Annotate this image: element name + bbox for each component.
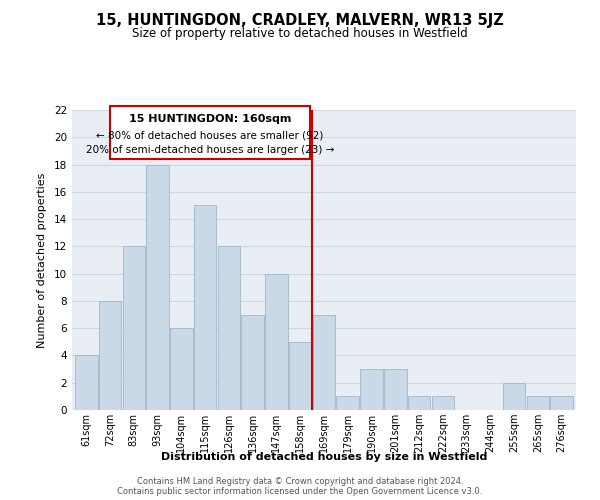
Bar bbox=[337, 396, 359, 410]
Text: 20% of semi-detached houses are larger (23) →: 20% of semi-detached houses are larger (… bbox=[86, 144, 334, 154]
Bar bbox=[360, 369, 383, 410]
Text: Size of property relative to detached houses in Westfield: Size of property relative to detached ho… bbox=[132, 28, 468, 40]
Bar bbox=[313, 314, 335, 410]
Text: Contains HM Land Registry data © Crown copyright and database right 2024.: Contains HM Land Registry data © Crown c… bbox=[137, 476, 463, 486]
Bar bbox=[384, 369, 407, 410]
Bar bbox=[289, 342, 311, 410]
Text: Contains public sector information licensed under the Open Government Licence v3: Contains public sector information licen… bbox=[118, 486, 482, 496]
Bar bbox=[550, 396, 573, 410]
Bar bbox=[194, 206, 217, 410]
Y-axis label: Number of detached properties: Number of detached properties bbox=[37, 172, 47, 348]
Text: Distribution of detached houses by size in Westfield: Distribution of detached houses by size … bbox=[161, 452, 487, 462]
Bar bbox=[218, 246, 240, 410]
Bar bbox=[408, 396, 430, 410]
Bar bbox=[99, 301, 121, 410]
Bar bbox=[122, 246, 145, 410]
Bar bbox=[431, 396, 454, 410]
FancyBboxPatch shape bbox=[110, 106, 310, 159]
Bar bbox=[241, 314, 264, 410]
Bar bbox=[503, 382, 526, 410]
Text: ← 80% of detached houses are smaller (92): ← 80% of detached houses are smaller (92… bbox=[96, 130, 323, 140]
Text: 15 HUNTINGDON: 160sqm: 15 HUNTINGDON: 160sqm bbox=[128, 114, 291, 124]
Bar bbox=[527, 396, 549, 410]
Text: 15, HUNTINGDON, CRADLEY, MALVERN, WR13 5JZ: 15, HUNTINGDON, CRADLEY, MALVERN, WR13 5… bbox=[96, 12, 504, 28]
Bar bbox=[146, 164, 169, 410]
Bar bbox=[170, 328, 193, 410]
Bar bbox=[265, 274, 288, 410]
Bar bbox=[75, 356, 98, 410]
